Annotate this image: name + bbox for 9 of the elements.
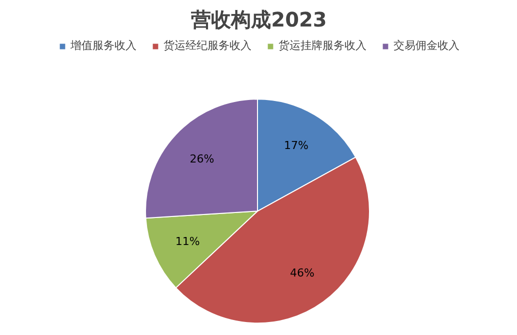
data-label: 17% <box>284 139 308 152</box>
data-label: 26% <box>190 152 214 166</box>
legend-label: 货运挂牌服务收入 <box>278 38 366 53</box>
data-label: 11% <box>175 234 200 248</box>
legend-label: 货运经纪服务收入 <box>164 38 252 53</box>
data-label: 46% <box>290 266 314 280</box>
legend-label: 增值服务收入 <box>70 38 136 53</box>
legend-label: 交易佣金收入 <box>394 38 460 53</box>
chart-title: 营收构成2023 <box>190 8 327 32</box>
